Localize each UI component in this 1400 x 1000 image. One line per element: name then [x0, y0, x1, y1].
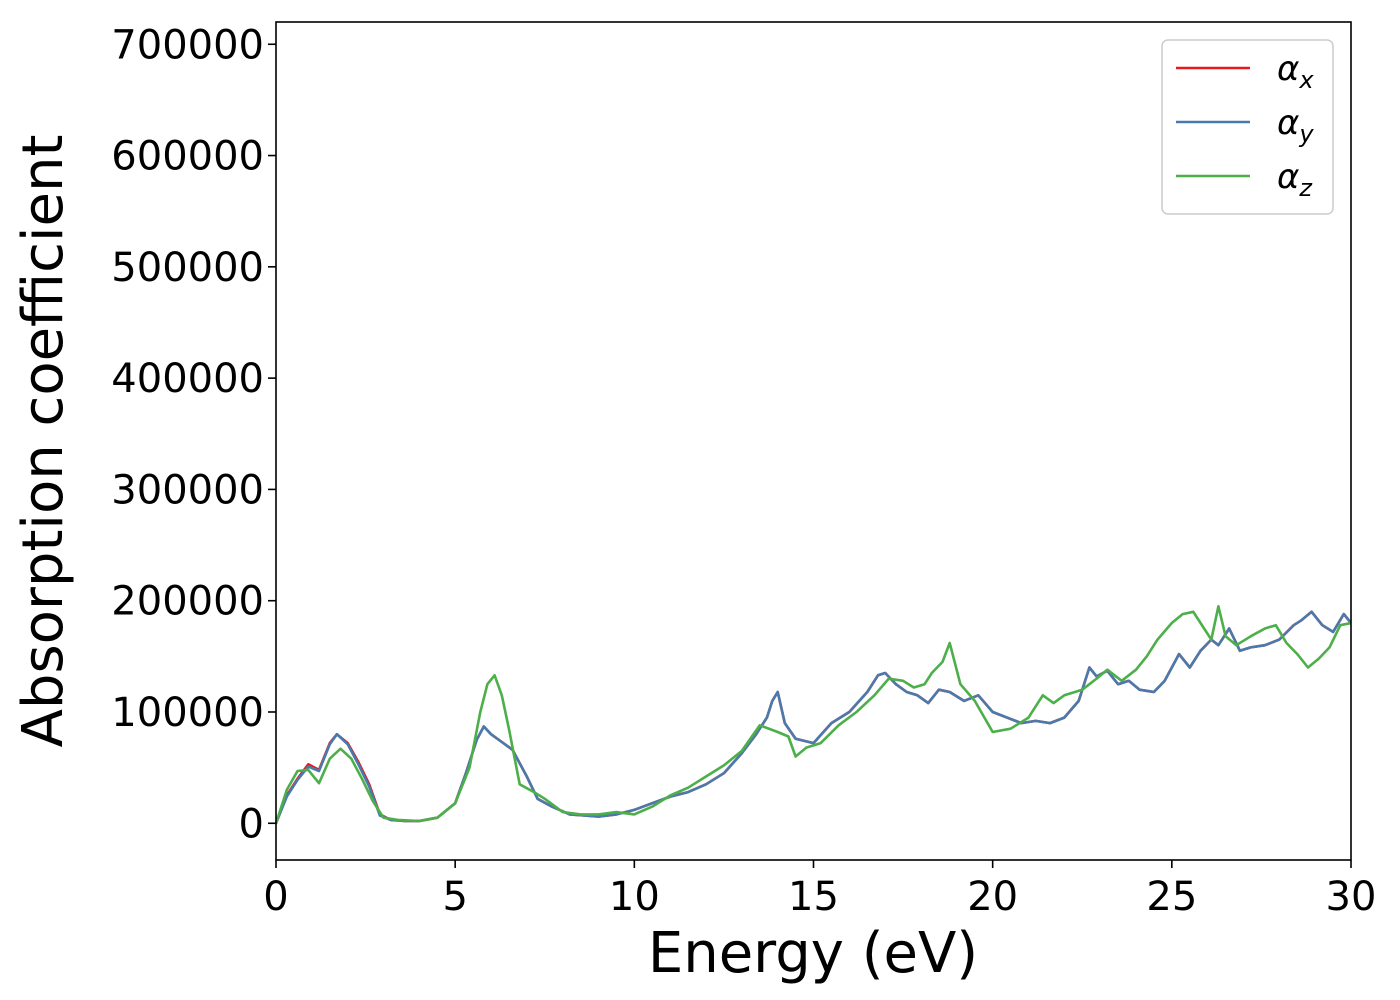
legend-label-z: αz	[1277, 157, 1313, 202]
legend-subscript: x	[1298, 66, 1314, 94]
legend-symbol: α	[1277, 49, 1299, 89]
y-axis-label: Absorption coefficient	[11, 135, 76, 748]
y-axis: 0 100000 200000 300000 400000 500000 600000 700…	[111, 22, 276, 847]
y-tick-label: 0	[239, 801, 264, 847]
series-line-z	[276, 605, 1351, 825]
x-tick-label: 20	[967, 874, 1018, 920]
legend-symbol: α	[1277, 157, 1299, 197]
x-tick-label: 5	[442, 874, 467, 920]
legend-subscript: z	[1298, 174, 1313, 202]
series-layer	[276, 605, 1351, 825]
y-tick-label: 600000	[111, 134, 264, 180]
x-tick-label: 10	[609, 874, 660, 920]
x-axis-label: Energy (eV)	[648, 921, 978, 986]
y-tick-label: 100000	[111, 690, 264, 736]
legend-box	[1161, 39, 1334, 215]
legend-label-x: αx	[1277, 49, 1314, 94]
y-tick-label: 200000	[111, 579, 264, 625]
legend-label-y: αy	[1277, 103, 1314, 148]
x-tick-label: 15	[788, 874, 839, 920]
y-tick-label: 300000	[111, 467, 264, 513]
y-tick-label: 400000	[111, 356, 264, 402]
y-tick-label: 500000	[111, 245, 264, 291]
legend-subscript: y	[1298, 120, 1314, 148]
legend-symbol: α	[1277, 103, 1299, 143]
y-tick-label: 700000	[111, 22, 264, 68]
x-tick-label: 25	[1146, 874, 1197, 920]
x-tick-label: 30	[1326, 874, 1377, 920]
x-axis: 0 5 10 15 20 25 30	[263, 860, 1376, 920]
x-tick-label: 0	[263, 874, 288, 920]
